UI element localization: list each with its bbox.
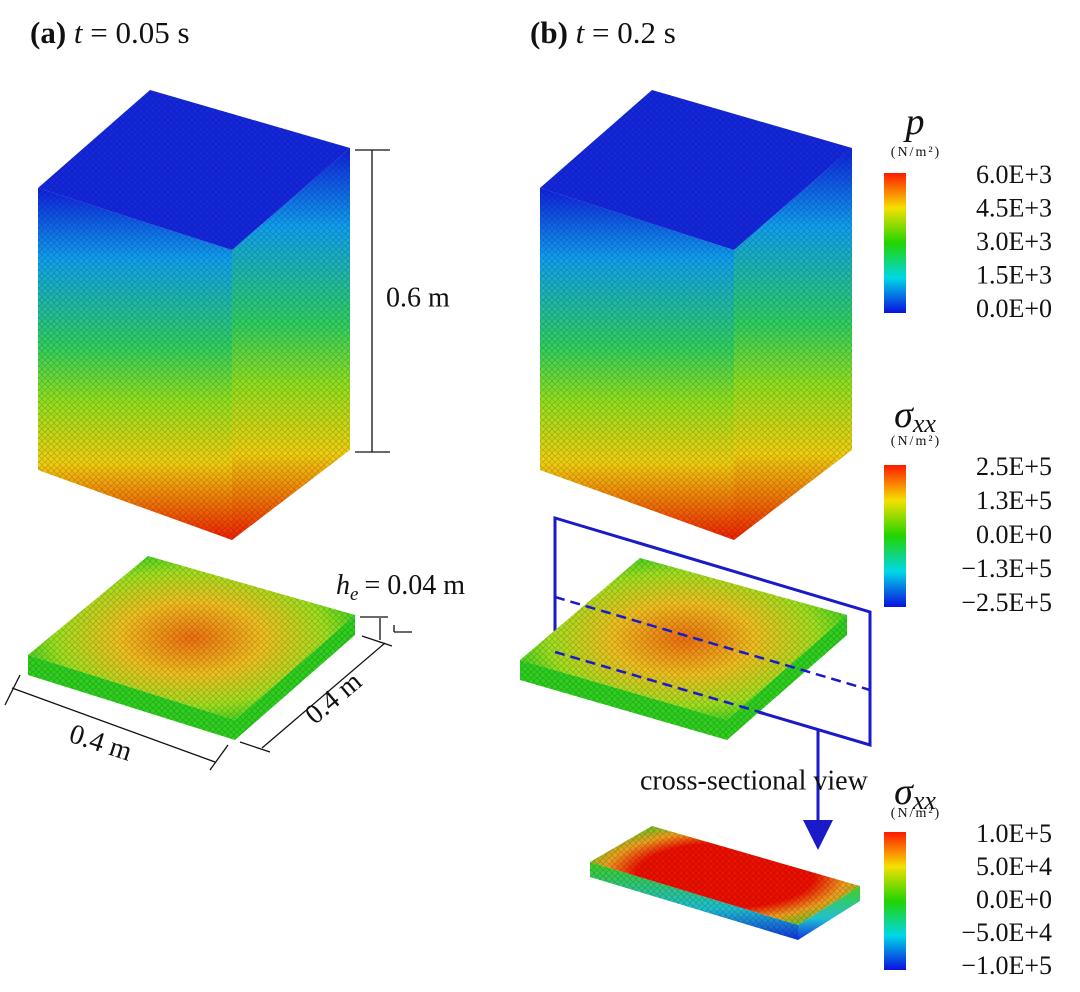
colorbar-tick-label: 1.5E+3 (976, 260, 1052, 289)
colorbar-tick-label: 0.0E+0 (976, 520, 1052, 549)
dimension-height (355, 149, 390, 453)
section-plane (553, 515, 872, 748)
colorbar (884, 832, 906, 970)
depth-label: 0.4 m (299, 666, 368, 731)
cross-section (590, 826, 860, 940)
symbol: σ (894, 771, 914, 813)
colorbar-tick-label: 2.5E+5 (976, 452, 1052, 481)
colorbar-tick-label: 1.0E+5 (976, 819, 1052, 848)
colorbar-symbol: σxx (894, 771, 936, 815)
panel-time: = 0.2 s (592, 15, 676, 50)
colorbar-tick-label: 1.3E+5 (976, 486, 1052, 515)
symbol: p (903, 101, 925, 143)
thickness-symbol: h (336, 570, 350, 601)
annotation: cross-sectional view (640, 765, 869, 796)
colorbar-tick-label: 3.0E+3 (976, 227, 1052, 256)
colorbar-tick-label: 0.0E+0 (976, 294, 1052, 323)
panel-title: (b) t = 0.2 s (530, 15, 676, 50)
dimension-lines (4, 616, 412, 771)
colorbar-tick-label: 6.0E+3 (976, 160, 1052, 189)
width-label: 0.4 m (66, 718, 136, 767)
colorbar-tick-label: −2.5E+5 (961, 588, 1052, 617)
fluid-block (38, 90, 350, 540)
colorbar-tick-label: 5.0E+4 (976, 852, 1052, 881)
panel-label: (a) (30, 15, 66, 50)
colorbar (884, 465, 906, 607)
panel-title: (a) t = 0.05 s (30, 15, 190, 50)
plate (520, 558, 847, 740)
fluid-block (540, 90, 852, 540)
symbol: σ (894, 394, 914, 436)
height-label: 0.6 m (386, 282, 450, 313)
colorbar-tick-label: 0.0E+0 (976, 885, 1052, 914)
colorbar-unit: (N/m²) (891, 806, 941, 821)
colorbar-unit: (N/m²) (891, 434, 941, 449)
panel-label: (b) (530, 15, 568, 50)
colorbar-unit: (N/m²) (891, 145, 941, 160)
colorbar-tick-label: −1.0E+5 (961, 951, 1052, 980)
colorbar-tick-label: −5.0E+4 (961, 918, 1052, 947)
subscript: xx (912, 786, 937, 815)
colorbar-symbol: p (903, 101, 925, 143)
thickness-label: he = 0.04 m (336, 570, 465, 605)
plate (28, 556, 355, 740)
panel-time: = 0.05 s (90, 15, 189, 50)
thickness-sub: e (350, 584, 358, 605)
thickness-value: = 0.04 m (364, 570, 465, 601)
panel-var: t (74, 15, 84, 50)
colorbar (884, 173, 906, 313)
colorbar-tick-label: −1.3E+5 (961, 554, 1052, 583)
subscript: xx (912, 409, 937, 438)
colorbar-tick-label: 4.5E+3 (976, 193, 1052, 222)
panel-var: t (576, 15, 586, 50)
colorbar-symbol: σxx (894, 394, 936, 438)
section-trace (554, 595, 871, 717)
